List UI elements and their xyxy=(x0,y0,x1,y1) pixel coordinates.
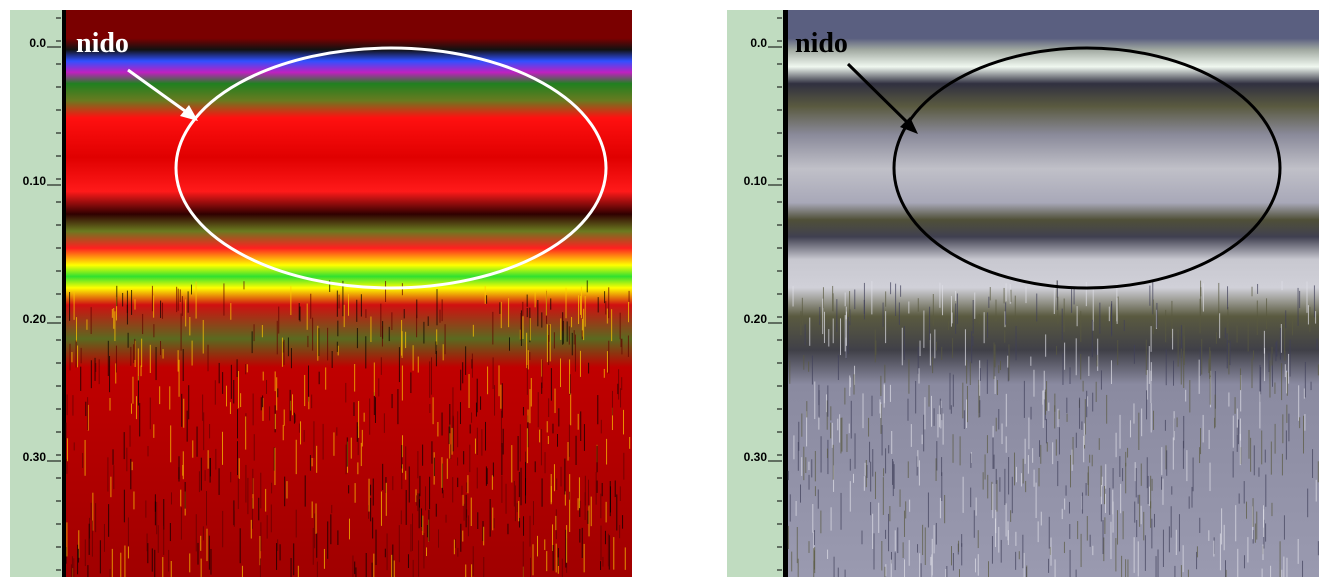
highlight-ellipse xyxy=(892,46,1282,290)
annotation: nido xyxy=(76,28,129,59)
texture xyxy=(787,280,1319,577)
radargram xyxy=(66,10,632,577)
depth-axis xyxy=(727,10,783,577)
depth-label: 0.20 xyxy=(23,312,47,326)
right-panel: nido 0.0 0.10 0.20 0.30 xyxy=(727,10,1319,577)
arrowhead xyxy=(900,117,918,134)
arrow xyxy=(846,62,915,130)
axis-line xyxy=(62,10,66,577)
annotation: nido xyxy=(795,28,848,59)
depth-label: 0.0 xyxy=(29,36,46,50)
arrowhead xyxy=(180,105,198,121)
highlight-ellipse xyxy=(174,46,608,290)
depth-label: 0.20 xyxy=(744,312,768,326)
arrow xyxy=(127,68,193,118)
axis-line xyxy=(783,10,788,577)
depth-label: 0.0 xyxy=(750,36,767,50)
depth-label: 0.10 xyxy=(744,174,768,188)
depth-label: 0.10 xyxy=(23,174,47,188)
left-panel: nido 0.0 0.10 0.20 0.30 xyxy=(10,10,632,577)
depth-label: 0.30 xyxy=(744,450,768,464)
radargram xyxy=(788,10,1319,577)
depth-axis xyxy=(10,10,62,577)
texture xyxy=(65,280,631,577)
depth-label: 0.30 xyxy=(23,450,47,464)
